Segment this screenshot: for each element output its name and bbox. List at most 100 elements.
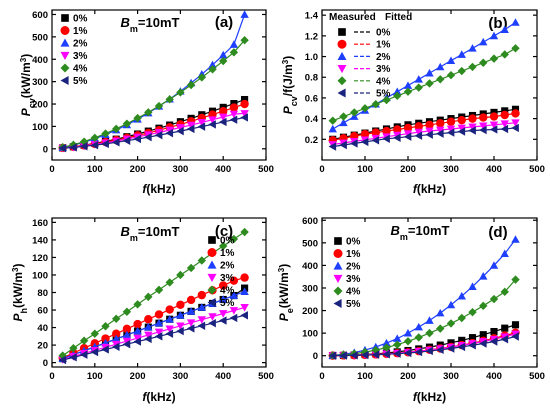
legend-marker (60, 26, 70, 35)
legend-label: 4% (73, 64, 88, 75)
data-point (468, 334, 477, 342)
data-point (371, 345, 380, 355)
data-point (350, 108, 359, 117)
y-tick-label: 0.2 (305, 135, 318, 146)
series-4pct (328, 44, 520, 125)
data-point (403, 81, 413, 89)
y-tick-label: 60 (37, 306, 48, 317)
data-point (79, 142, 88, 151)
data-point (197, 303, 206, 311)
data-point (165, 329, 174, 338)
data-point (240, 311, 248, 320)
data-point (414, 83, 423, 92)
data-point (101, 345, 109, 354)
x-tick-label: 500 (529, 371, 545, 382)
legend-marker (333, 261, 343, 270)
data-point (154, 130, 163, 140)
x-tick-label: 200 (400, 164, 416, 175)
x-tick-label: 100 (357, 164, 373, 175)
data-point (414, 128, 423, 137)
data-point (208, 318, 216, 328)
series-5pct (58, 311, 248, 365)
panel-c: 0 100 200 300 400 500 0 20 40 60 80 100 120 140 160 f(k… (11, 217, 274, 404)
data-point (144, 334, 152, 344)
y-tick-label: 0 (43, 358, 48, 369)
y-tick-label: 0.4 (305, 114, 319, 125)
y-tick-label: 200 (32, 100, 48, 111)
data-point (176, 270, 185, 280)
data-point (403, 130, 413, 138)
data-point (479, 58, 488, 67)
legend-marker (333, 299, 342, 308)
legend-label: 3% (73, 51, 88, 62)
data-point (500, 287, 509, 297)
y-tick-label: 600 (32, 10, 48, 21)
fit-line (332, 47, 516, 122)
data-point (479, 331, 487, 339)
fit-line (332, 127, 516, 148)
data-point (414, 122, 423, 131)
legend-label: 5% (376, 89, 391, 100)
fit-line (62, 306, 245, 361)
data-point (414, 333, 423, 342)
data-point (133, 134, 141, 144)
data-point (219, 316, 227, 325)
x-axis-label: f(kHz) (413, 390, 446, 404)
x-axis-label: f(kHz) (142, 182, 175, 196)
data-point (133, 326, 142, 335)
legend-label: 1% (73, 26, 88, 37)
data-point (176, 322, 185, 331)
data-point (112, 138, 120, 147)
series-5pct (328, 123, 519, 151)
data-point (339, 112, 348, 121)
data-point (208, 120, 216, 129)
data-point (197, 316, 206, 324)
data-point (511, 44, 520, 53)
data-point (219, 241, 228, 251)
legend-label: 1% (376, 40, 391, 51)
data-point (112, 124, 121, 134)
legend-label: 5% (346, 299, 361, 310)
fit-line (332, 112, 516, 141)
data-point (229, 110, 239, 119)
data-point (393, 349, 401, 358)
legend-marker (207, 260, 217, 269)
legend-label: 4% (220, 286, 235, 297)
y-tick-label: 500 (32, 32, 48, 43)
data-point (186, 295, 196, 305)
data-point (436, 129, 444, 138)
panel-letter: (b) (488, 15, 507, 32)
plot-frame (51, 9, 267, 161)
legend-header-measured: Measured (329, 12, 376, 23)
legend-marker (207, 298, 216, 307)
data-point (144, 108, 153, 117)
data-point (468, 114, 477, 123)
data-point (58, 351, 67, 360)
data-point (186, 121, 196, 130)
data-point (511, 275, 520, 284)
data-point (468, 44, 477, 52)
data-point (90, 347, 99, 357)
x-tick-label: 500 (529, 164, 545, 175)
data-point (457, 342, 466, 352)
legend-marker (337, 65, 347, 74)
data-point (436, 75, 445, 84)
data-point (229, 40, 239, 48)
y-tick-label: 400 (302, 261, 318, 272)
data-point (446, 128, 455, 137)
data-point (403, 348, 412, 358)
y-tick-label: 600 (302, 216, 318, 227)
data-point (403, 337, 413, 346)
data-point (511, 119, 520, 127)
data-point (489, 121, 499, 130)
data-point (382, 126, 391, 136)
fit-line (62, 277, 245, 359)
data-point (122, 330, 132, 339)
data-point (446, 125, 456, 134)
data-point (360, 129, 370, 139)
data-point (219, 50, 228, 59)
data-point (511, 332, 519, 341)
data-point (468, 282, 477, 290)
data-point (436, 324, 445, 333)
data-point (458, 336, 466, 344)
